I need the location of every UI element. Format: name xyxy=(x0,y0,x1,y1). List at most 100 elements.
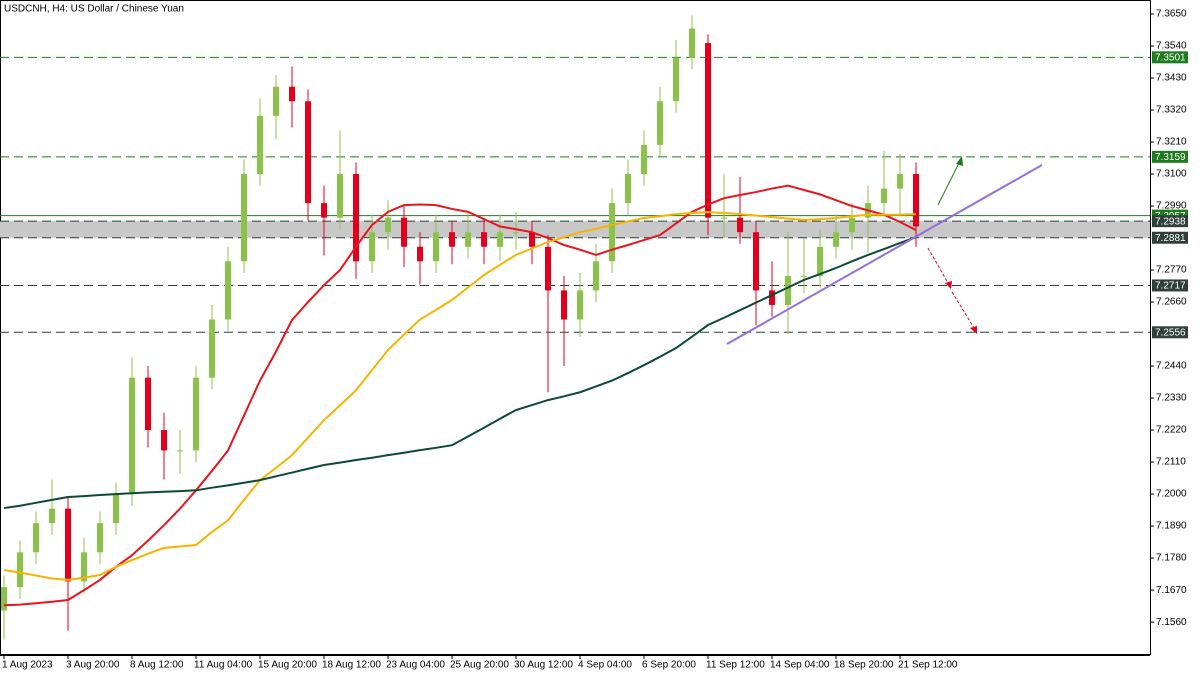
level-label: 7.3501 xyxy=(1155,52,1186,63)
arrow-up xyxy=(937,156,963,206)
candle-body xyxy=(17,552,23,588)
level-label: 7.3159 xyxy=(1155,152,1186,163)
y-tick-label: 7.1890 xyxy=(1156,521,1187,532)
candle-body xyxy=(65,508,71,582)
arrow-shaft xyxy=(927,247,949,284)
candle-body xyxy=(241,174,247,262)
candle-body xyxy=(689,28,695,58)
y-tick-label: 7.2440 xyxy=(1156,361,1187,372)
candle-body xyxy=(641,144,647,175)
candle-body xyxy=(769,290,775,305)
ma-line xyxy=(3,211,917,581)
candle-body xyxy=(385,217,391,233)
arrow-shaft xyxy=(951,291,975,329)
candle-body xyxy=(145,377,151,431)
x-tick-label: 3 Aug 20:00 xyxy=(66,660,120,671)
candle-body xyxy=(497,232,503,247)
level-label-box xyxy=(1152,231,1188,244)
zone xyxy=(0,221,1150,238)
level-label-box xyxy=(1152,326,1188,339)
candle-body xyxy=(785,275,791,305)
candle-body xyxy=(369,232,375,262)
y-tick-label: 7.2110 xyxy=(1156,457,1186,468)
candle-body xyxy=(433,232,439,262)
candle-body xyxy=(257,115,263,175)
candle-body xyxy=(289,86,295,102)
candles-layer xyxy=(1,15,919,640)
candle-body xyxy=(833,232,839,247)
arrow-head xyxy=(956,156,963,166)
y-tick-label: 7.1780 xyxy=(1156,553,1187,564)
candle-body xyxy=(273,86,279,116)
level-label: 7.2556 xyxy=(1155,327,1186,338)
ma-line xyxy=(3,236,917,510)
y-tick-label: 7.3650 xyxy=(1156,9,1187,20)
candle-body xyxy=(753,232,759,291)
candle-body xyxy=(657,101,663,145)
arrow-shaft xyxy=(937,160,961,206)
candle-body xyxy=(545,246,551,291)
candle-body xyxy=(881,188,887,204)
x-tick-label: 23 Aug 04:00 xyxy=(386,660,445,671)
level-label-box xyxy=(1152,215,1188,228)
candle-body xyxy=(897,174,903,189)
arrow-head xyxy=(945,281,952,289)
candle-body xyxy=(113,494,119,524)
candle-body xyxy=(417,246,423,262)
candle-body xyxy=(321,203,327,218)
level-label-box xyxy=(1152,150,1188,163)
candle-body xyxy=(577,290,583,320)
level-label-box xyxy=(1152,51,1188,64)
x-tick-label: 8 Aug 12:00 xyxy=(130,660,184,671)
y-tick-label: 7.3210 xyxy=(1156,137,1187,148)
level-label-box xyxy=(1152,279,1188,292)
candle-body xyxy=(625,174,631,204)
candle-body xyxy=(1,587,7,611)
level-label: 7.2938 xyxy=(1155,216,1186,227)
y-tick-label: 7.2990 xyxy=(1156,201,1187,212)
y-tick-label: 7.2220 xyxy=(1156,425,1187,436)
candle-body xyxy=(817,246,823,276)
x-tick-label: 18 Aug 12:00 xyxy=(322,660,381,671)
candle-body xyxy=(337,174,343,218)
candle-body xyxy=(177,450,183,452)
zone-layer xyxy=(0,221,1150,238)
ma-line xyxy=(3,184,917,607)
candle-body xyxy=(513,232,519,234)
x-tick-label: 11 Aug 04:00 xyxy=(194,660,253,671)
candle-body xyxy=(193,377,199,451)
candle-body xyxy=(673,57,679,102)
x-tick-label: 6 Sep 20:00 xyxy=(642,660,696,671)
candle-body xyxy=(801,275,807,277)
candle-body xyxy=(913,174,919,227)
candle-body xyxy=(721,217,727,219)
x-tick-label: 15 Aug 20:00 xyxy=(258,660,317,671)
y-tick-label: 7.1670 xyxy=(1156,585,1187,596)
candle-body xyxy=(49,508,55,524)
y-tick-label: 7.3320 xyxy=(1156,105,1187,116)
chart-title: USDCNH, H4: US Dollar / Chinese Yuan xyxy=(4,4,184,15)
candle-body xyxy=(561,290,567,320)
y-tick-label: 7.2000 xyxy=(1156,489,1187,500)
candle-body xyxy=(33,523,39,553)
x-tick-label: 4 Sep 04:00 xyxy=(578,660,632,671)
x-tick-label: 11 Sep 12:00 xyxy=(706,660,765,671)
plot-frame xyxy=(0,0,1151,655)
level-label: 7.2717 xyxy=(1155,281,1186,292)
candle-body xyxy=(705,43,711,218)
x-tick-label: 21 Sep 12:00 xyxy=(898,660,958,671)
y-tick-label: 7.1560 xyxy=(1156,617,1187,628)
y-tick-label: 7.2770 xyxy=(1156,265,1187,276)
x-tick-label: 25 Aug 20:00 xyxy=(450,660,509,671)
x-tick-label: 18 Sep 20:00 xyxy=(834,660,894,671)
candle-body xyxy=(353,174,359,262)
y-tick-label: 7.3430 xyxy=(1156,73,1187,84)
y-tick-label: 7.2330 xyxy=(1156,393,1187,404)
y-tick-label: 7.2660 xyxy=(1156,297,1187,308)
candle-body xyxy=(81,552,87,582)
x-tick-label: 14 Sep 04:00 xyxy=(770,660,830,671)
candle-body xyxy=(481,232,487,247)
candle-body xyxy=(529,232,535,247)
candle-body xyxy=(609,203,615,262)
